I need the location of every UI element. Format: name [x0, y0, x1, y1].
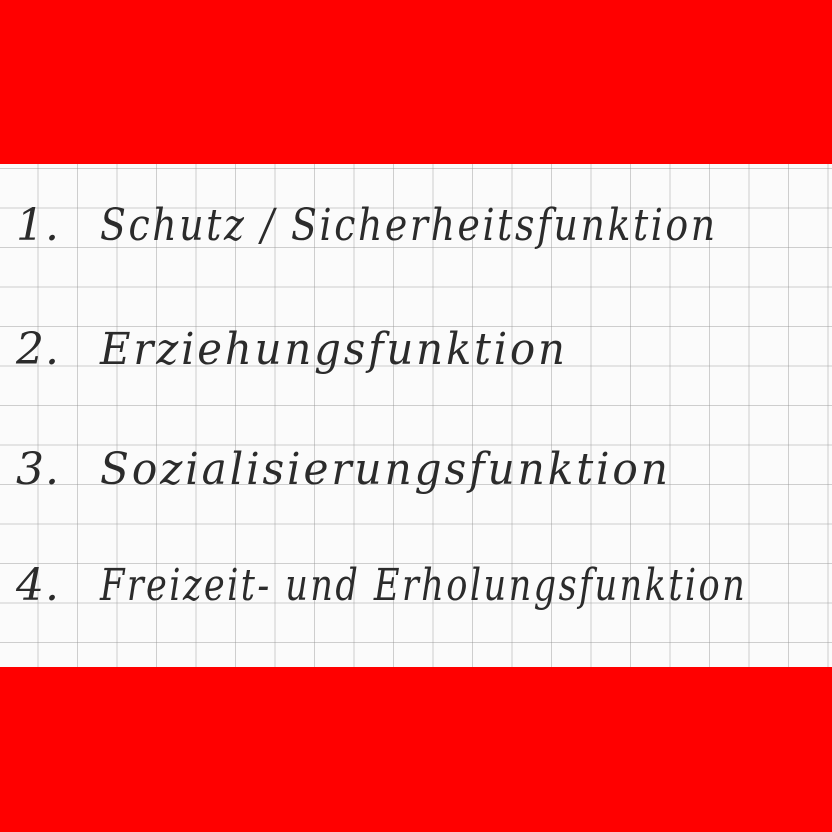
- list-item-text: Sozialisierungsfunktion: [100, 444, 671, 495]
- list-item-number: 4.: [16, 560, 60, 611]
- list-item-text: Erziehungsfunktion: [100, 324, 568, 375]
- list-item: 4. Freizeit- und Erholungsfunktion: [0, 560, 832, 640]
- list-item: 2. Erziehungsfunktion: [0, 324, 832, 404]
- grid-paper-note: 1. Schutz / Sicherheitsfunktion 2. Erzie…: [0, 164, 832, 667]
- list-item: 1. Schutz / Sicherheitsfunktion: [0, 200, 832, 280]
- list-item-text: Freizeit- und Erholungsfunktion: [100, 560, 748, 611]
- list-item-number: 1.: [16, 200, 60, 251]
- top-red-band: [0, 0, 832, 164]
- list-item-number: 3.: [16, 444, 60, 495]
- bottom-red-band: [0, 667, 832, 832]
- list-item-text: Schutz / Sicherheitsfunktion: [100, 200, 718, 251]
- list-item-number: 2.: [16, 324, 60, 375]
- list-item: 3. Sozialisierungsfunktion: [0, 444, 832, 524]
